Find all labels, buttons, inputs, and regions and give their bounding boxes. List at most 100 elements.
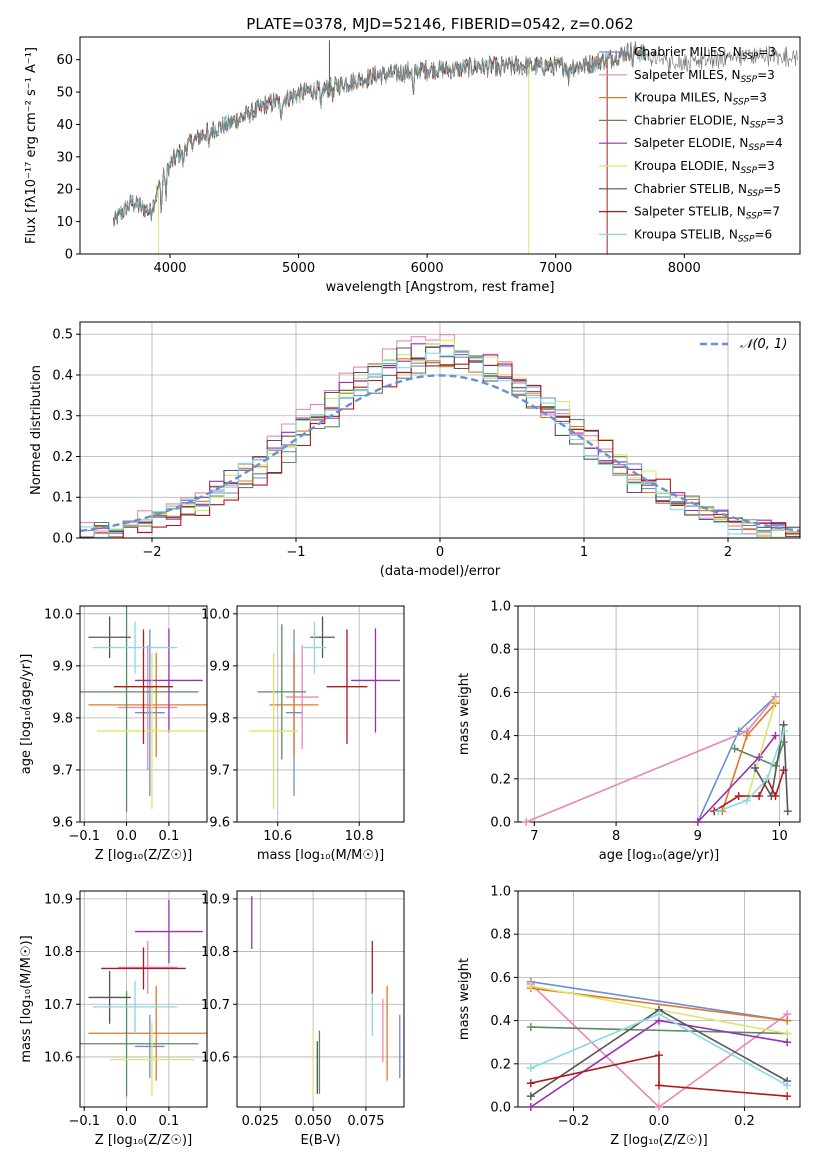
errorbar-point [118,645,178,770]
legend-subscript: SSP [750,120,767,130]
y-tick-label: 9.7 [52,763,73,778]
errorbar-point [88,616,131,659]
weight-marker [655,1051,663,1060]
errorbar-point [326,629,368,744]
y-tick-label: 9.6 [209,816,230,831]
y-tick-label: 50 [56,86,73,101]
weight-marker [734,792,743,801]
observed-spectrum [113,41,798,224]
x-tick-label: 4000 [153,261,186,276]
weight-line [713,769,785,812]
weight-marker [730,744,739,753]
x-tick-label: 0.0 [649,1114,670,1129]
legend-subscript: SSP [742,52,759,62]
y-tick-label: 9.6 [52,816,73,831]
x-tick-label: 0.1 [159,829,180,844]
weight-line [530,1054,788,1097]
panel-ebv-mass: 0.025 0.050 0.075 10.6 10.7 10.8 10.9 E(B-V) [201,890,405,1148]
axes-frame: −0.1 0.0 0.1 9.6 9.7 9.8 9.9 10.0 Z [log₁₀(Z/Z☉)… [19,605,208,863]
y-tick-label: 9.9 [52,659,73,674]
x-tick-label: 1 [580,545,588,560]
y-tick-label: 1.0 [490,885,511,900]
y-tick-label: 0.2 [52,450,73,465]
panel-z-age: −0.1 0.0 0.1 9.6 9.7 9.8 9.9 10.0 Z [log₁₀(Z/Z☉)… [19,605,208,863]
weight-marker [655,1103,663,1111]
x-axis-label: (data-model)/error [380,564,501,579]
errorbar-point [135,899,203,964]
y-tick-label: 10.9 [44,892,73,907]
weight-line [530,983,788,1107]
y-tick-label: 0.0 [490,816,511,831]
x-tick-label: 0.050 [294,1114,331,1129]
errorbar-point [135,628,203,733]
y-tick-label: 1.0 [490,600,511,615]
legend-count: =3 [749,91,767,105]
errorbar-point [80,606,199,812]
errorbar-point [135,1014,165,1079]
weight-marker [522,818,531,826]
weight-line [530,1026,788,1035]
weight-marker [751,764,760,772]
x-tick-label: −1 [286,545,305,560]
y-tick-label: 0.6 [490,686,511,701]
y-tick-label: 0.0 [52,532,73,547]
axes-border [236,890,405,1108]
legend-label: Salpeter MILES, NSSP=3 [634,68,775,85]
plot-area [80,606,207,812]
legend: Chabrier MILES, NSSP=3 Salpeter MILES, NS… [599,45,784,244]
y-tick-label: 10.8 [44,945,73,960]
legend-subscript: SSP [747,189,764,199]
y-tick-label: 0 [65,248,73,263]
y-tick-label: 0.1 [52,491,73,506]
axes-frame: −2 −1 0 1 2 0.0 0.1 0.2 0.3 0.4 0.5 (data-model)/er… [29,321,801,579]
panel-residuals: −2 −1 0 1 2 0.0 0.1 0.2 0.3 0.4 0.5 (data-model)/er… [29,321,801,579]
errorbar-point [285,645,319,750]
x-tick-label: −0.1 [68,829,100,844]
weight-marker [755,753,764,762]
weight-marker [755,792,764,801]
y-tick-label: 9.8 [52,711,73,726]
weight-marker [526,982,535,991]
y-tick-label: 10.6 [44,1050,73,1065]
plot-area [80,899,207,1097]
legend-count: =7 [762,205,780,219]
legend-count: =3 [766,113,784,127]
plot-area [525,696,789,822]
weight-marker [742,796,751,805]
weight-marker [783,1092,792,1101]
y-tick-label: 30 [56,150,73,165]
legend-count: =3 [757,159,775,173]
y-tick-label: 0.3 [52,409,73,424]
x-tick-label: 0.0 [116,1114,137,1129]
errorbar-point [109,1022,195,1097]
weight-marker [734,727,743,736]
legend-subscript: SSP [746,212,763,222]
weight-marker [771,792,780,801]
weight-marker [526,1064,535,1073]
legend-label: Salpeter ELODIE, NSSP=4 [634,136,783,153]
weight-marker [763,774,772,783]
x-axis-label: Z [log₁₀(Z/Z☉)] [95,1133,192,1148]
weight-marker [779,766,788,775]
weight-marker [779,738,788,747]
axes-border [517,605,801,823]
x-tick-label: 0 [436,545,444,560]
x-tick-label: −0.2 [558,1114,590,1129]
x-axis-label: mass [log₁₀(M/M☉)] [257,848,384,863]
axes-frame: 0.025 0.050 0.075 10.6 10.7 10.8 10.9 E(B-V) [201,890,405,1148]
normal-curve [80,374,800,533]
legend-subscript: SSP [738,234,755,244]
y-tick-label: 9.7 [209,763,230,778]
axes-frame: 10.6 10.8 9.6 9.7 9.8 9.9 10.0 mass [log₁₀(M/M☉… [201,605,405,863]
errorbar-point [88,985,207,1081]
axes-border [79,605,208,823]
y-tick-label: 10.7 [44,998,73,1013]
errorbar-point [269,652,319,757]
legend-count: =3 [758,45,776,59]
errorbar-point [88,971,131,1024]
y-axis-label: Normed distribution [29,365,44,495]
y-tick-label: 0.0 [490,1101,511,1116]
panel-mass-age: 10.6 10.8 9.6 9.7 9.8 9.9 10.0 mass [log₁₀(M/M☉… [201,605,405,863]
errorbar-point [92,980,178,1034]
legend-label: Kroupa STELIB, NSSP=6 [634,227,772,244]
